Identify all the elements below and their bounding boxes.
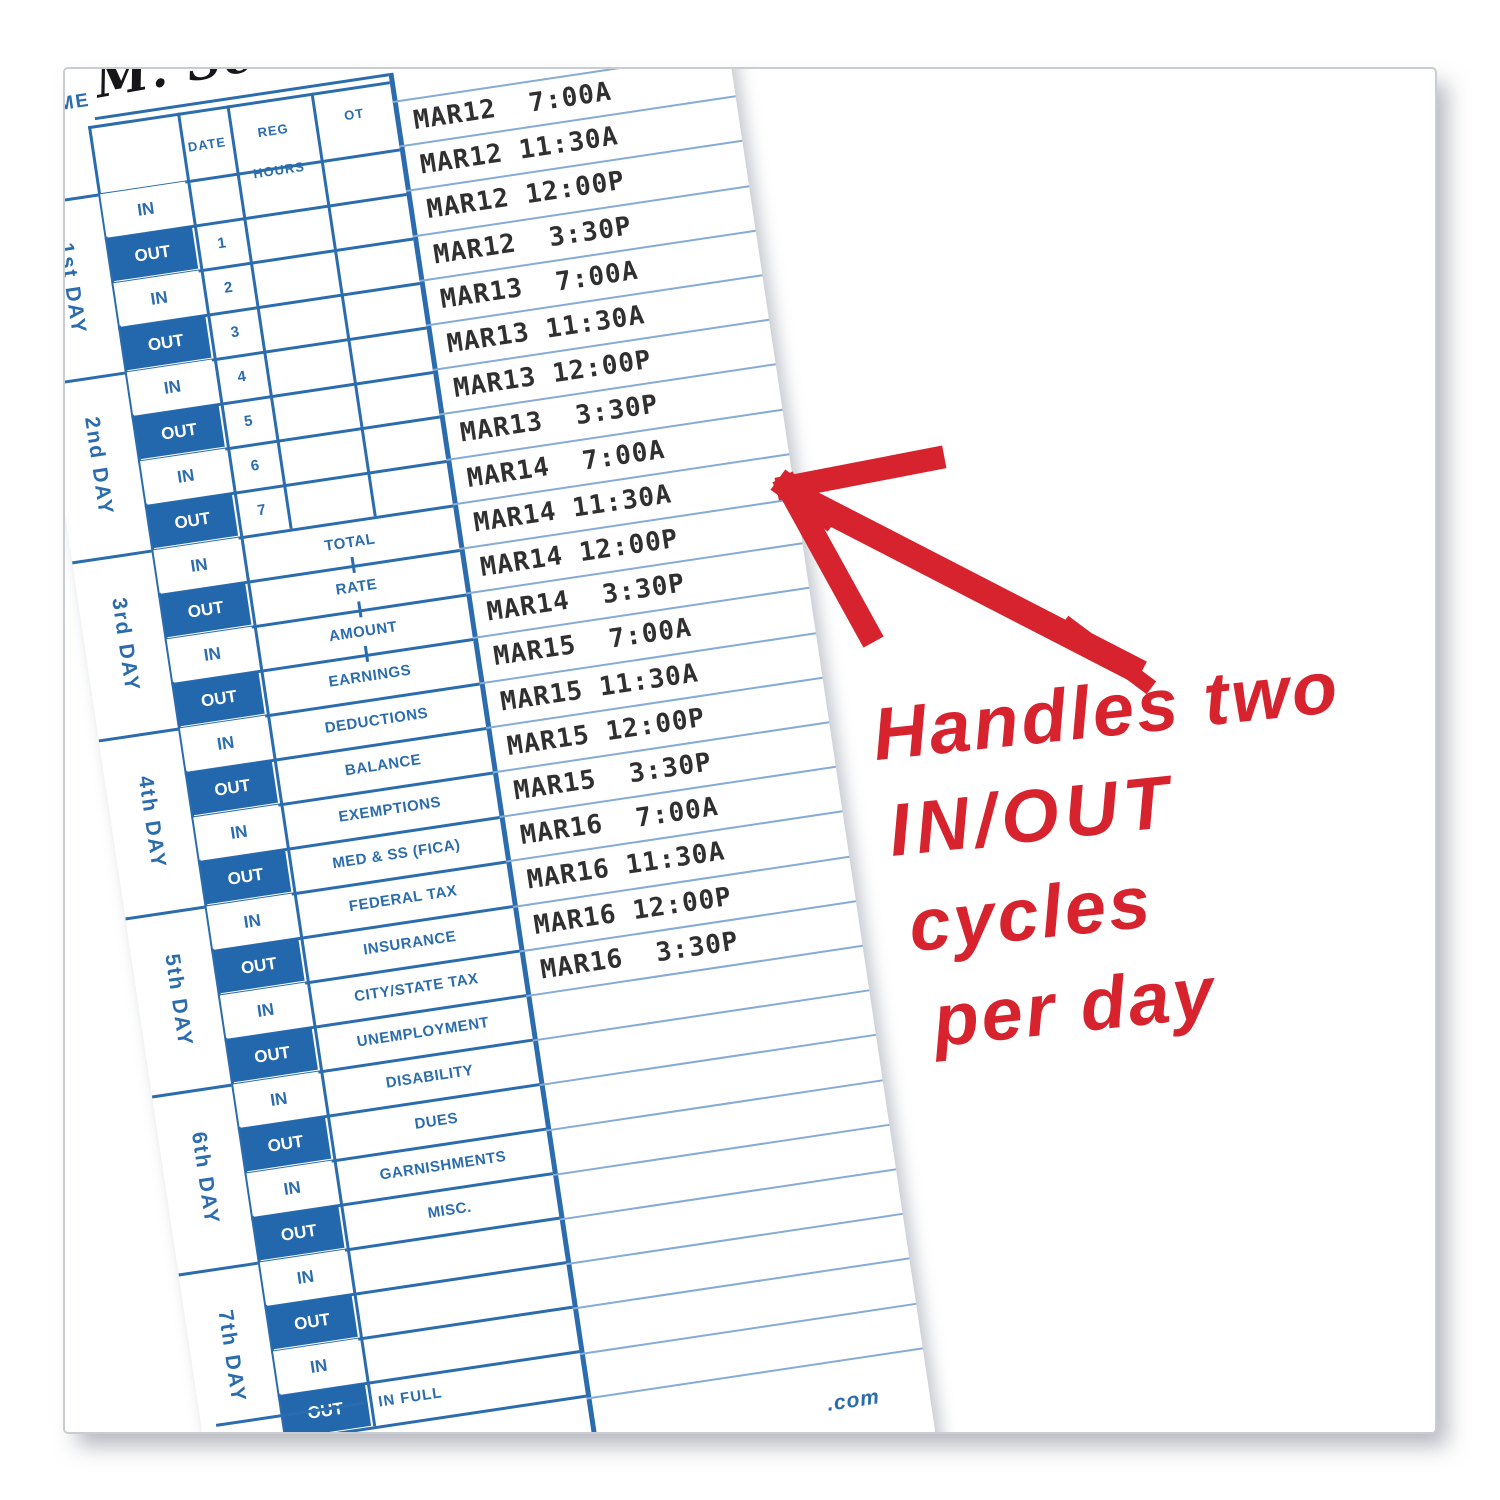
time-row-line: [539, 1034, 877, 1087]
name-field-label: NAME: [63, 89, 92, 121]
time-row-line: [579, 1302, 917, 1355]
day-label-text: 6th DAY: [186, 1130, 224, 1227]
time-row-line: [572, 1257, 910, 1310]
day-label-text: 4th DAY: [133, 774, 171, 871]
time-row-line: [552, 1123, 890, 1176]
day-label-text: 5th DAY: [160, 952, 197, 1049]
date-number: 3: [229, 323, 241, 342]
time-row-line: [559, 1168, 897, 1221]
date-number: 2: [222, 278, 234, 297]
time-row-line: [566, 1213, 903, 1266]
column-header-date: DATE: [186, 134, 228, 155]
column-header-ot: OT: [343, 105, 366, 124]
date-number: 5: [242, 412, 254, 431]
annotation-text: Handles two IN/OUT cycles per day: [868, 638, 1375, 1073]
day-label-text: 3rd DAY: [107, 595, 144, 694]
column-header-reg-hours: REG HOURS: [252, 120, 306, 182]
date-number: 4: [236, 367, 248, 386]
date-number: 1: [216, 234, 228, 253]
day-label-text: 1st DAY: [63, 240, 91, 336]
day-label-text: 7th DAY: [213, 1308, 251, 1405]
time-row-line: [532, 989, 870, 1042]
date-number: 6: [249, 456, 261, 475]
time-row-line: [546, 1078, 883, 1132]
day-label-text: 2nd DAY: [80, 415, 118, 518]
date-number: 7: [256, 501, 268, 520]
